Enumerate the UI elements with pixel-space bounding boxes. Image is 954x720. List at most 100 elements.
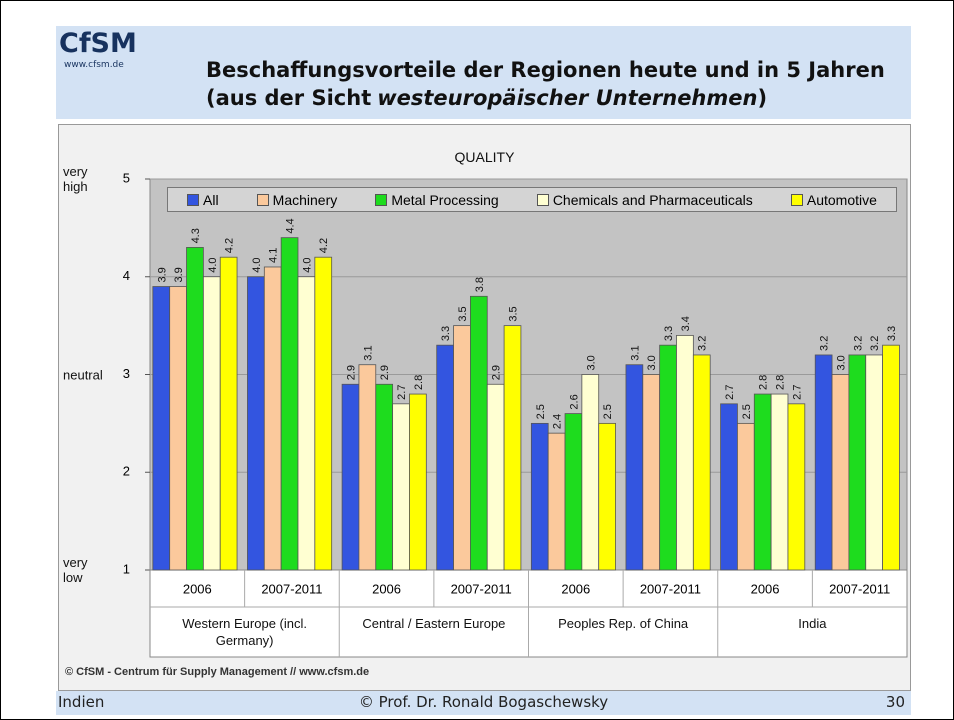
data-label: 3.1 <box>362 345 374 360</box>
data-label: 3.9 <box>173 267 185 282</box>
website: www.cfsm.de <box>64 60 124 70</box>
group-label: Western Europe (incl. Germany) <box>182 616 307 648</box>
data-label: 2.7 <box>724 385 736 400</box>
bar <box>659 344 677 571</box>
legend-item: All <box>187 192 219 208</box>
data-label: 3.0 <box>585 355 597 370</box>
footer: Indien © Prof. Dr. Ronald Bogaschewsky 3… <box>56 691 911 715</box>
legend-swatch <box>256 193 269 206</box>
data-label: 3.2 <box>697 336 709 351</box>
bar <box>848 354 867 571</box>
data-label: 4.0 <box>251 257 263 272</box>
bar <box>787 403 806 571</box>
legend-item: Metal Processing <box>375 191 499 208</box>
x-tick-label: 2006 <box>561 581 590 596</box>
data-label: 2.5 <box>535 404 547 419</box>
chart: 1 2 3 4 5 2006 2007-2011 2006 2007-2011 2006 2007-… <box>58 124 911 691</box>
title-line: (aus der Sicht westeuropäischer Unternehm… <box>206 86 767 110</box>
y-tick-label: 1 <box>123 561 130 576</box>
bar <box>470 295 488 571</box>
data-label: 3.2 <box>819 336 831 351</box>
data-label: 2.7 <box>791 385 803 400</box>
title-text: ) <box>757 86 768 110</box>
title-text: (aus der Sicht <box>206 86 372 110</box>
data-label: 4.3 <box>190 228 202 243</box>
bar <box>486 383 505 571</box>
data-label: 3.0 <box>646 355 658 370</box>
x-tick-label: 2007-2011 <box>640 581 701 596</box>
title-emphasis: westeuropäischer Unternehmen <box>377 86 758 110</box>
y-tick-label: 2 <box>123 464 130 479</box>
y-note: very high <box>63 164 88 194</box>
x-tick-label: 2007-2011 <box>261 581 322 596</box>
y-note: neutral <box>63 367 103 382</box>
data-label: 3.5 <box>457 306 469 321</box>
legend-swatch <box>187 193 200 206</box>
data-label: 2.4 <box>552 414 564 429</box>
bar <box>314 256 333 571</box>
data-label: 2.8 <box>758 375 770 390</box>
bar <box>564 413 583 571</box>
data-label: 4.4 <box>285 218 297 233</box>
bar <box>453 325 471 571</box>
data-label: 3.3 <box>663 326 675 341</box>
x-tick-label: 2006 <box>751 581 780 596</box>
bar <box>247 276 265 571</box>
data-label: 3.2 <box>852 336 864 351</box>
y-note: very low <box>63 555 88 585</box>
bar <box>676 334 694 571</box>
legend-item: Automotive <box>790 191 877 208</box>
bar <box>280 237 299 571</box>
legend-swatch <box>790 193 803 206</box>
legend-label: Metal Processing <box>391 191 499 208</box>
bar <box>186 247 204 571</box>
data-label: 2.9 <box>379 365 391 380</box>
y-tick-label: 5 <box>123 170 130 185</box>
data-label: 2.7 <box>396 385 408 400</box>
data-label: 3.1 <box>629 345 641 360</box>
chart-canvas: 1 2 3 4 5 2006 2007-2011 2006 2007-2011 2006 2007-… <box>123 170 908 658</box>
bar <box>882 344 900 571</box>
legend-label: All <box>203 191 219 208</box>
footer-right: 30 <box>885 693 905 711</box>
bar <box>297 276 316 571</box>
bar <box>202 276 221 571</box>
data-label: 2.6 <box>568 394 580 409</box>
bar <box>436 344 454 571</box>
data-label: 3.0 <box>835 355 847 370</box>
data-label: 4.2 <box>318 238 330 253</box>
group-label: Peoples Rep. of China <box>558 616 689 631</box>
bar <box>581 374 600 571</box>
legend-swatch <box>375 193 388 206</box>
data-label: 3.5 <box>508 306 520 321</box>
data-label: 3.2 <box>869 336 881 351</box>
x-tick-label: 2006 <box>372 581 401 596</box>
bar <box>753 393 772 571</box>
group-label: Central / Eastern Europe <box>362 616 506 631</box>
bar <box>375 383 394 571</box>
data-label: 3.3 <box>886 326 898 341</box>
bar <box>392 403 410 571</box>
legend-swatch <box>536 193 549 206</box>
data-label: 4.1 <box>268 248 280 263</box>
data-label: 4.0 <box>207 257 219 272</box>
title-line: Beschaffungsvorteile der Regionen heute … <box>206 58 885 82</box>
bar <box>831 374 850 571</box>
x-tick-label: 2007-2011 <box>451 581 512 596</box>
bar <box>169 286 187 571</box>
data-label: 2.5 <box>602 404 614 419</box>
group-label: India <box>798 616 827 631</box>
bar <box>341 383 360 571</box>
bar <box>814 354 833 571</box>
data-label: 2.5 <box>741 404 753 419</box>
bar <box>547 432 566 571</box>
data-label: 2.9 <box>346 365 358 380</box>
bar <box>625 364 644 571</box>
x-tick-label: 2006 <box>183 581 212 596</box>
bar <box>503 325 522 571</box>
header: CfSM www.cfsm.de Beschaffungsvorteile de… <box>56 26 911 119</box>
data-label: 3.3 <box>440 326 452 341</box>
bar <box>152 286 171 571</box>
legend-label: Automotive <box>806 191 877 208</box>
data-label: 4.0 <box>301 257 313 272</box>
